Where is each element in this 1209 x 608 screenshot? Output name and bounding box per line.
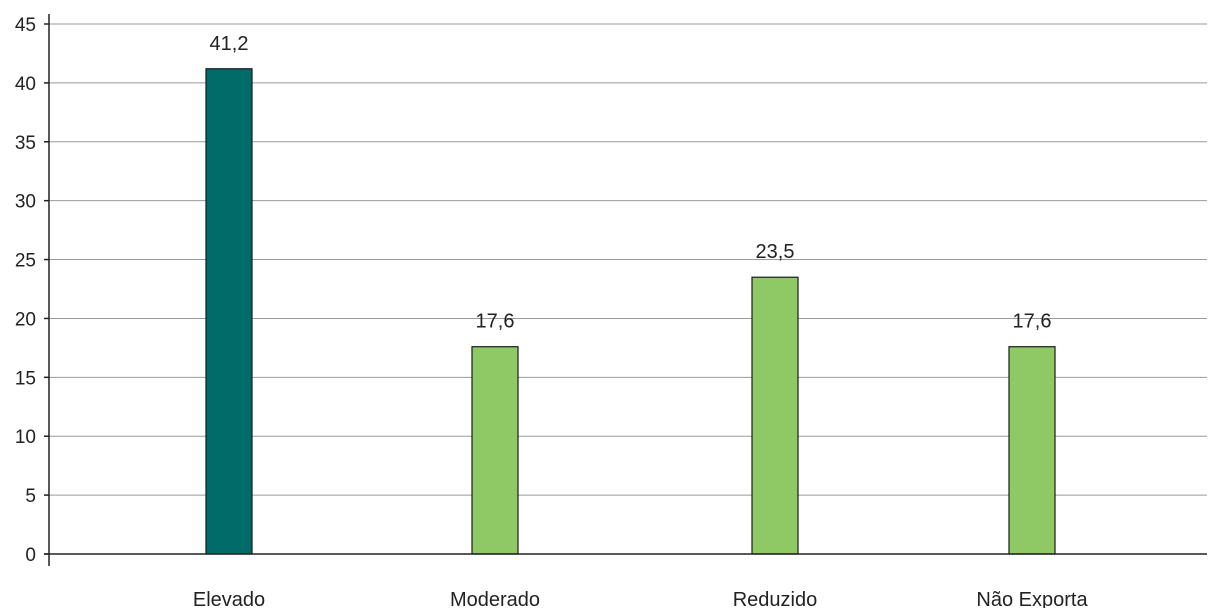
x-category-label: Não Exporta xyxy=(976,589,1088,608)
bar-elevado xyxy=(205,68,253,555)
x-category-label: Moderado xyxy=(450,589,540,608)
y-tick-label: 0 xyxy=(25,545,36,566)
y-tick-label: 40 xyxy=(15,74,36,95)
y-tick-label: 45 xyxy=(15,15,36,36)
y-tick-label: 20 xyxy=(15,309,36,330)
x-axis-labels: Elevado Moderado Reduzido Não Exporta xyxy=(193,589,1089,608)
y-tick-label: 25 xyxy=(15,251,36,272)
y-tick-label: 15 xyxy=(15,368,36,389)
x-category-label: Elevado xyxy=(193,589,265,608)
x-category-label: Reduzido xyxy=(733,589,818,608)
bar-moderado xyxy=(471,346,519,555)
y-tick-label: 5 xyxy=(25,486,36,507)
bar-reduzido xyxy=(751,276,799,555)
data-label: 17,6 xyxy=(476,311,515,333)
data-label: 41,2 xyxy=(210,33,249,55)
bars xyxy=(205,68,1056,555)
bar-n-o-exporta xyxy=(1008,346,1056,555)
y-tick-label: 35 xyxy=(15,133,36,154)
y-tick-label: 10 xyxy=(15,427,36,448)
y-axis-ticks: 0 5 10 15 20 25 30 35 40 45 xyxy=(15,15,49,566)
data-labels: 41,2 17,6 23,5 17,6 xyxy=(210,33,1052,333)
data-label: 23,5 xyxy=(756,241,795,263)
data-label: 17,6 xyxy=(1013,311,1052,333)
y-tick-label: 30 xyxy=(15,192,36,213)
